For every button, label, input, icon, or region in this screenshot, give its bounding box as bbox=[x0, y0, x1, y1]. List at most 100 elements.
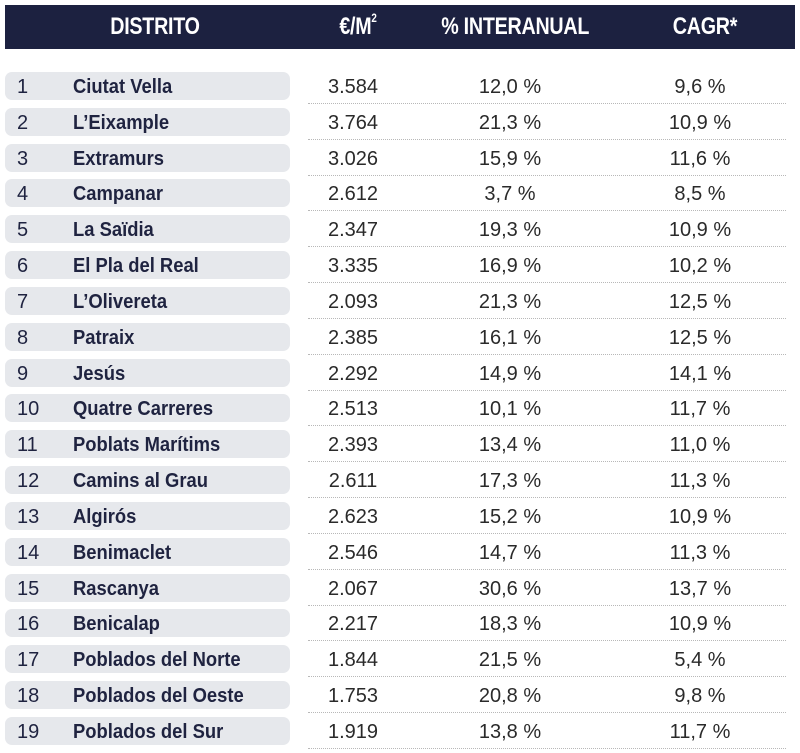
district-number: 19 bbox=[17, 720, 40, 743]
interanual-change: 21,3 % bbox=[478, 111, 542, 134]
price-per-m2: 3.584 bbox=[327, 76, 379, 98]
district-number: 5 bbox=[17, 219, 29, 242]
price-per-m2: 1.919 bbox=[327, 720, 379, 743]
district-pill: 3 Extramurs bbox=[5, 143, 290, 172]
district-pill: 12 Camins al Grau bbox=[5, 466, 290, 495]
district-name: Poblats Marítims bbox=[73, 434, 221, 457]
cagr-value: 11,3 % bbox=[669, 541, 731, 564]
district-number: 18 bbox=[17, 685, 40, 708]
table-row: 1 Ciutat Vella 3.584 12,0 % 9,6 % bbox=[0, 72, 800, 108]
table-row: 15 Rascanya 2.067 30,6 % 13,7 % bbox=[0, 573, 800, 610]
cagr-value: 5,4 % bbox=[674, 649, 726, 672]
price-per-m2: 2.385 bbox=[327, 326, 379, 349]
row-divider bbox=[308, 497, 786, 499]
row-divider bbox=[308, 174, 786, 176]
district-pill: 17 Poblados del Norte bbox=[5, 645, 290, 674]
table-row: 16 Benicalap 2.217 18,3 % 10,9 % bbox=[0, 609, 800, 645]
district-pill: 6 El Pla del Real bbox=[5, 251, 290, 280]
cagr-value: 9,8 % bbox=[674, 685, 726, 708]
district-name: Rascanya bbox=[73, 577, 159, 600]
row-divider bbox=[308, 461, 786, 463]
price-per-m2: 2.623 bbox=[327, 505, 379, 528]
interanual-change: 20,8 % bbox=[478, 685, 542, 708]
row-divider bbox=[308, 640, 786, 642]
district-name: Poblados del Norte bbox=[73, 649, 241, 672]
interanual-change: 16,9 % bbox=[478, 255, 542, 278]
district-pill: 19 Poblados del Sur bbox=[5, 716, 290, 745]
district-pill: 13 Algirós bbox=[5, 501, 290, 530]
table-row: 3 Extramurs 3.026 15,9 % 11,6 % bbox=[0, 143, 800, 180]
cagr-value: 11,7 % bbox=[669, 398, 731, 421]
row-divider bbox=[308, 103, 786, 104]
table-row: 18 Poblados del Oeste 1.753 20,8 % 9,8 % bbox=[0, 681, 800, 717]
table-row: 10 Quatre Carreres 2.513 10,1 % 11,7 % bbox=[0, 394, 800, 430]
table-row: 19 Poblados del Sur 1.919 13,8 % 11,7 % bbox=[0, 716, 800, 753]
table-header: DISTRITO €/M2 % INTERANUAL CAGR* bbox=[5, 5, 795, 49]
district-name: Ciutat Vella bbox=[73, 76, 173, 98]
price-per-m2: 3.335 bbox=[327, 255, 379, 278]
interanual-change: 17,3 % bbox=[478, 470, 542, 493]
interanual-change: 13,8 % bbox=[478, 720, 542, 743]
price-per-m2: 3.026 bbox=[327, 147, 379, 170]
price-per-m2: 2.546 bbox=[327, 541, 379, 564]
table-row: 4 Campanar 2.612 3,7 % 8,5 % bbox=[0, 179, 800, 215]
interanual-change: 14,9 % bbox=[478, 362, 542, 385]
district-number: 15 bbox=[17, 577, 40, 600]
interanual-change: 10,1 % bbox=[478, 398, 542, 421]
cagr-value: 11,7 % bbox=[669, 720, 731, 743]
row-divider bbox=[308, 317, 786, 319]
district-name: Quatre Carreres bbox=[73, 398, 214, 421]
cagr-value: 10,2 % bbox=[668, 255, 732, 278]
district-number: 6 bbox=[17, 255, 29, 278]
cagr-value: 12,5 % bbox=[668, 326, 732, 349]
interanual-change: 13,4 % bbox=[478, 434, 542, 457]
district-name: L’Olivereta bbox=[73, 290, 168, 313]
cagr-value: 12,5 % bbox=[668, 290, 732, 313]
table-body: 1 Ciutat Vella 3.584 12,0 % 9,6 % 2 L’Eixample… bbox=[0, 72, 800, 753]
table-row: 12 Camins al Grau 2.611 17,3 % 11,3 % bbox=[0, 466, 800, 502]
district-pill: 2 L’Eixample bbox=[5, 107, 290, 136]
table-row: 5 La Saïdia 2.347 19,3 % 10,9 % bbox=[0, 215, 800, 251]
price-per-m2: 3.764 bbox=[327, 111, 379, 134]
district-pill: 15 Rascanya bbox=[5, 573, 290, 602]
district-pill: 11 Poblats Marítims bbox=[5, 430, 290, 459]
district-pill: 14 Benimaclet bbox=[5, 537, 290, 566]
table-row: 9 Jesús 2.292 14,9 % 14,1 % bbox=[0, 358, 800, 395]
interanual-change: 16,1 % bbox=[478, 326, 542, 349]
header-price: €/M2 bbox=[325, 11, 391, 41]
district-number: 2 bbox=[17, 111, 29, 134]
cagr-value: 11,0 % bbox=[669, 434, 731, 457]
price-per-m2: 2.217 bbox=[327, 613, 379, 636]
district-number: 10 bbox=[17, 398, 40, 421]
price-per-m2: 2.347 bbox=[327, 219, 379, 242]
district-name: Campanar bbox=[73, 183, 163, 206]
district-number: 13 bbox=[17, 505, 40, 528]
row-divider bbox=[308, 604, 786, 606]
district-number: 14 bbox=[17, 541, 40, 564]
cagr-value: 10,9 % bbox=[668, 613, 732, 636]
header-distrito: DISTRITO bbox=[110, 13, 200, 40]
district-number: 7 bbox=[17, 290, 29, 313]
price-per-m2: 2.292 bbox=[327, 362, 379, 385]
interanual-change: 21,3 % bbox=[478, 290, 542, 313]
district-name: Poblados del Sur bbox=[73, 720, 224, 743]
price-per-m2: 1.844 bbox=[327, 649, 379, 672]
district-pill: 10 Quatre Carreres bbox=[5, 394, 290, 423]
interanual-change: 15,2 % bbox=[478, 505, 542, 528]
district-pill: 5 La Saïdia bbox=[5, 215, 290, 244]
district-pill: 4 Campanar bbox=[5, 179, 290, 208]
row-divider bbox=[308, 712, 786, 714]
district-pill: 8 Patraix bbox=[5, 322, 290, 351]
district-number: 3 bbox=[17, 147, 29, 170]
district-number: 4 bbox=[17, 183, 29, 206]
table-row: 11 Poblats Marítims 2.393 13,4 % 11,0 % bbox=[0, 430, 800, 466]
cagr-value: 13,7 % bbox=[668, 577, 732, 600]
price-per-m2: 2.513 bbox=[327, 398, 379, 421]
district-name: Camins al Grau bbox=[73, 470, 208, 493]
header-cagr: CAGR* bbox=[672, 13, 738, 40]
district-name: El Pla del Real bbox=[73, 255, 199, 278]
row-divider bbox=[308, 747, 786, 749]
district-number: 16 bbox=[17, 613, 40, 636]
district-number: 17 bbox=[17, 649, 40, 672]
row-divider bbox=[308, 568, 786, 570]
